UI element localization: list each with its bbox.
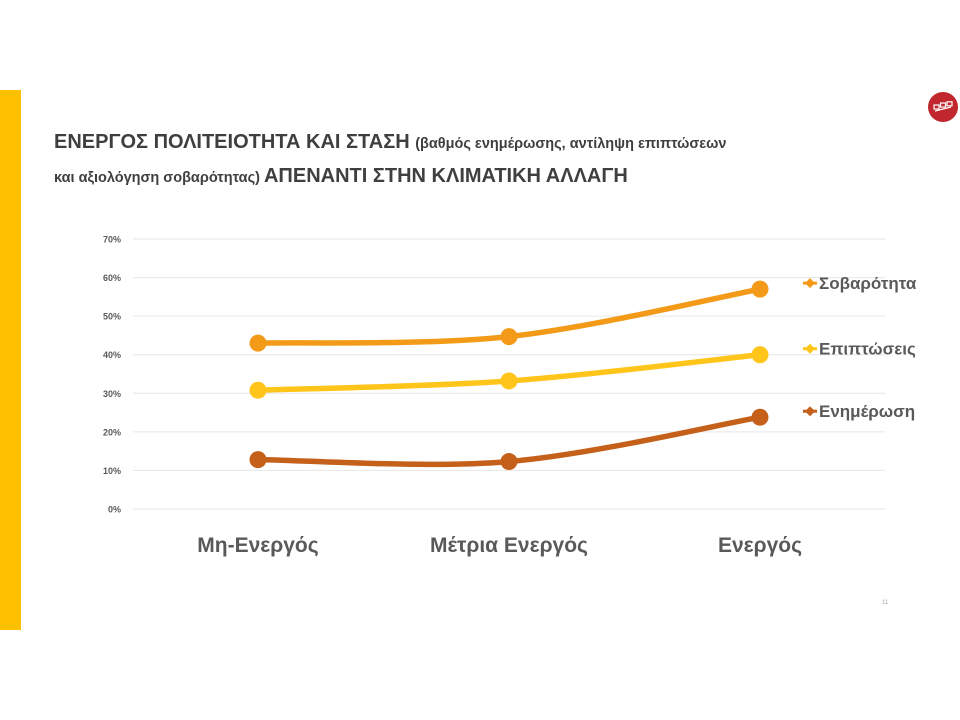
- legend-marker: [805, 343, 815, 354]
- legend-marker: [805, 406, 815, 417]
- title-sub-1: (βαθμός ενημέρωσης, αντίληψη επιπτώσεων: [415, 136, 727, 152]
- accent-side-bar: [0, 90, 21, 630]
- title-main-1: ΕΝΕΡΓΟΣ ΠΟΛΙΤΕΙΟΤΗΤΑ ΚΑΙ ΣΤΑΣΗ: [54, 131, 416, 153]
- y-tick-label: 10%: [103, 466, 121, 476]
- legend-label: Σοβαρότητα: [819, 274, 917, 293]
- data-point: [500, 453, 518, 471]
- y-tick-label: 0%: [108, 505, 121, 515]
- y-tick-label: 20%: [103, 427, 121, 437]
- y-tick-label: 40%: [103, 350, 121, 360]
- data-point: [751, 280, 769, 298]
- x-category-label: Μέτρια Ενεργός: [430, 534, 588, 557]
- page-number: 11: [882, 600, 889, 606]
- logo-icon: [933, 101, 953, 112]
- title-sub-2: και αξιολόγηση σοβαρότητας): [54, 170, 264, 186]
- data-point: [500, 328, 518, 346]
- title-main-2: ΑΠΕΝΑΝΤΙ ΣΤΗΝ ΚΛΙΜΑΤΙΚΗ ΑΛΛΑΓΗ: [263, 165, 628, 187]
- legend-label: Ενημέρωση: [819, 402, 915, 421]
- data-point: [249, 334, 267, 352]
- x-category-label: Μη-Ενεργός: [197, 534, 318, 557]
- organization-logo: [928, 92, 958, 122]
- y-tick-label: 60%: [103, 273, 121, 283]
- x-category-label: Ενεργός: [718, 534, 802, 557]
- y-tick-label: 50%: [103, 312, 121, 322]
- data-point: [751, 346, 769, 364]
- data-point: [249, 451, 267, 469]
- legend-marker: [805, 278, 815, 289]
- data-point: [751, 408, 769, 426]
- legend-label: Επιπτώσεις: [819, 340, 916, 359]
- slide-title: ΕΝΕΡΓΟΣ ΠΟΛΙΤΕΙΟΤΗΤΑ ΚΑΙ ΣΤΑΣΗ (βαθμός ε…: [54, 122, 874, 188]
- y-tick-label: 70%: [103, 235, 121, 245]
- data-point: [249, 381, 267, 399]
- data-point: [500, 372, 518, 390]
- y-tick-label: 30%: [103, 389, 121, 399]
